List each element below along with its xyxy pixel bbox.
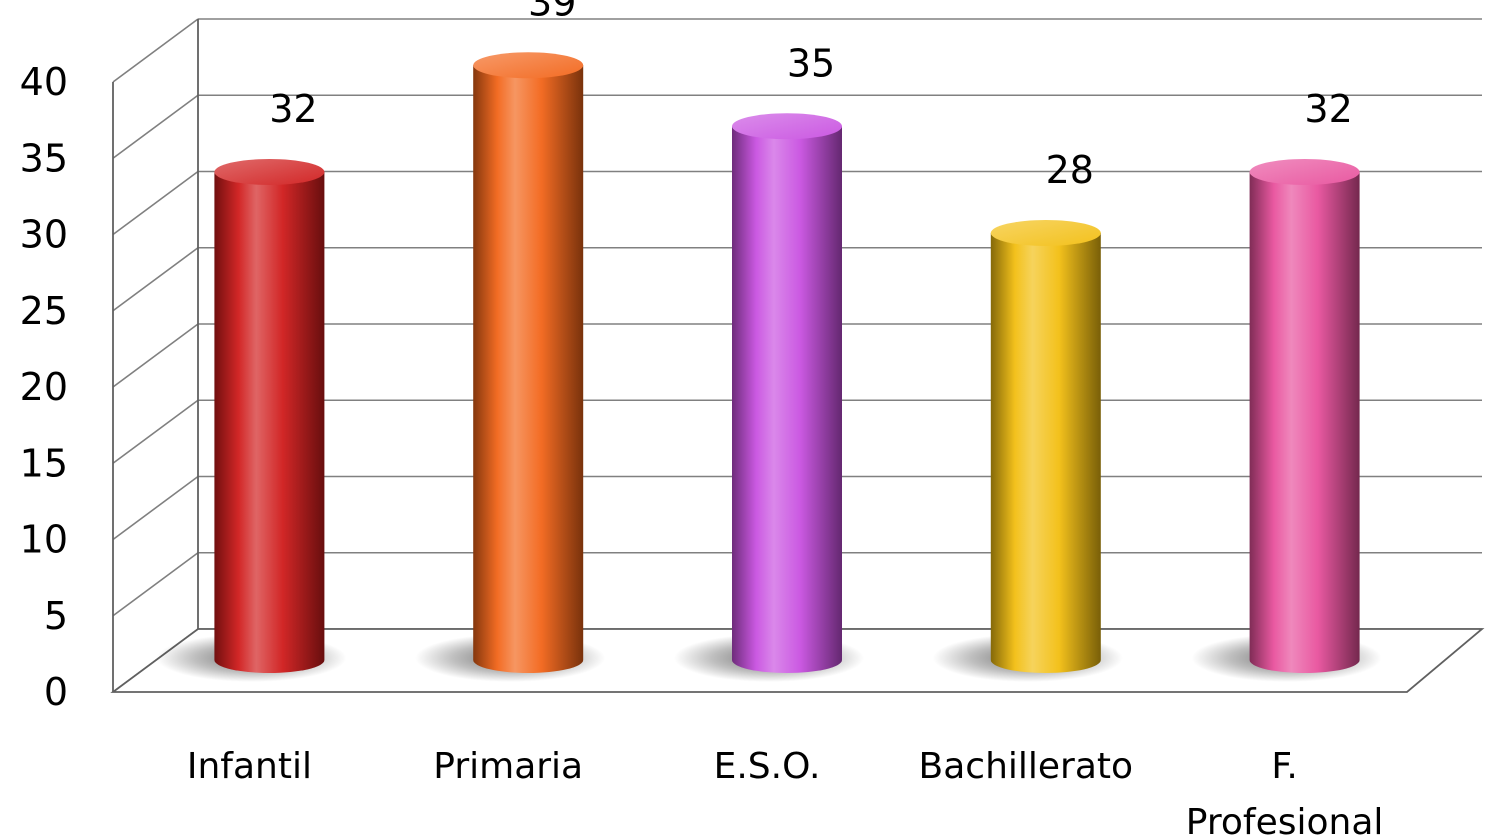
bar-body xyxy=(732,126,842,673)
bar-body xyxy=(990,233,1101,673)
bar-top xyxy=(1249,159,1360,185)
category-label: E.S.O. xyxy=(714,746,821,787)
data-label: 32 xyxy=(269,87,317,131)
y-tick-label: 20 xyxy=(20,365,68,409)
gridline-side xyxy=(112,18,199,83)
bars xyxy=(156,52,1382,682)
y-tick-label: 30 xyxy=(20,213,68,257)
bar-bachillerato xyxy=(932,220,1123,682)
gridline-side xyxy=(112,399,199,464)
gridline-side xyxy=(112,475,199,541)
data-labels: 32 39 35 28 32 xyxy=(269,0,1353,192)
bar-f-profesional xyxy=(1191,159,1382,682)
y-tick-label: 40 xyxy=(20,60,68,104)
bar-top xyxy=(473,52,584,79)
gridline-side xyxy=(112,247,199,312)
data-label: 28 xyxy=(1046,148,1094,192)
bar-infantil xyxy=(156,159,347,682)
gridline-side xyxy=(112,552,199,617)
y-tick-label: 15 xyxy=(20,441,68,485)
bar-e-s-o xyxy=(674,113,864,682)
y-tick-label: 25 xyxy=(20,289,68,333)
bar-body xyxy=(473,65,584,673)
y-tick-label: 35 xyxy=(20,136,68,180)
y-tick-label: 10 xyxy=(20,518,68,562)
bar-top xyxy=(732,113,842,140)
category-label: Bachillerato xyxy=(919,746,1134,787)
data-label: 39 xyxy=(528,0,576,24)
x-axis-categories: Infantil Primaria E.S.O. Bachillerato F. Prof… xyxy=(187,746,1384,838)
bar-body xyxy=(214,172,325,673)
y-tick-label: 0 xyxy=(44,670,68,714)
category-label: Primaria xyxy=(433,746,583,787)
data-label: 32 xyxy=(1304,87,1352,131)
category-label: Profesional xyxy=(1186,802,1384,838)
y-axis-ticks: 0 5 10 15 20 25 30 35 40 xyxy=(20,60,68,714)
bar-primaria xyxy=(415,52,606,682)
gridline-side xyxy=(112,323,199,388)
category-label: F. xyxy=(1271,746,1297,787)
bar-top xyxy=(214,159,325,185)
data-label: 35 xyxy=(787,41,835,85)
bar-top xyxy=(990,220,1101,246)
y-tick-label: 5 xyxy=(44,594,68,638)
bar-body xyxy=(1249,172,1360,674)
gridline-side xyxy=(112,170,199,236)
gridline-side xyxy=(112,94,199,159)
category-label: Infantil xyxy=(187,746,312,787)
